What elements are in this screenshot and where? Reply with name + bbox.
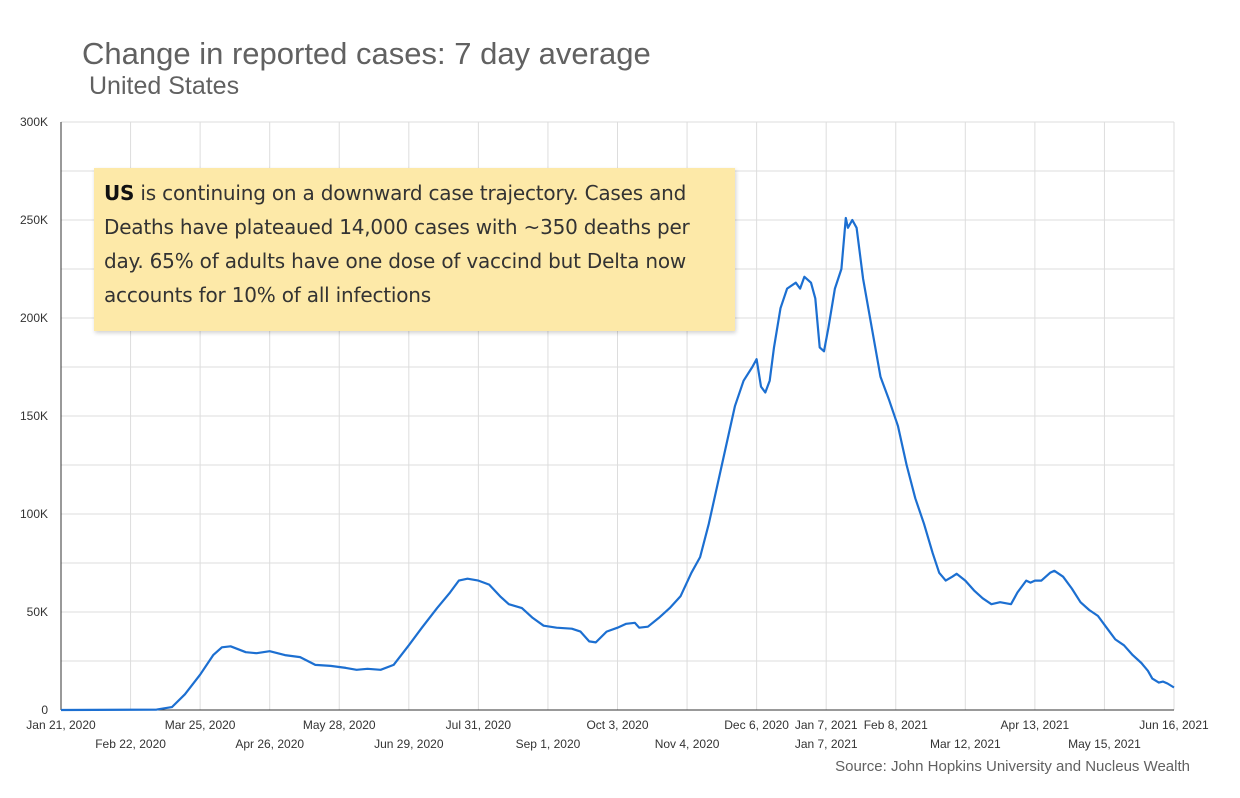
y-tick-label: 0 [41,703,48,717]
x-tick-label: Jan 7, 2021 [795,718,858,732]
x-tick-label: May 28, 2020 [303,718,376,732]
y-tick-label: 250K [20,213,48,227]
x-tick-label: Oct 3, 2020 [586,718,648,732]
x-tick-label: Dec 6, 2020 [724,718,789,732]
chart-title: Change in reported cases: 7 day average [82,36,651,71]
x-tick-label: Feb 8, 2021 [864,718,928,732]
x-tick-label: Jun 16, 2021 [1139,718,1209,732]
annotation-text: is continuing on a downward case traject… [104,181,690,307]
series-line [60,216,1175,712]
x-tick-label: Apr 13, 2021 [1001,718,1070,732]
y-tick-label: 200K [20,311,48,325]
x-tick-label: Apr 26, 2020 [235,737,304,751]
chart-subtitle: United States [89,72,240,100]
y-tick-label: 50K [27,605,48,619]
source-caption: Source: John Hopkins University and Nucl… [835,758,1190,775]
x-tick-label: Nov 4, 2020 [655,737,720,751]
x-tick-label: Jan 7, 2021 [795,737,858,751]
x-tick-label: Sep 1, 2020 [516,737,581,751]
y-tick-label: 100K [20,507,48,521]
annotation-note: US is continuing on a downward case traj… [94,168,735,331]
x-tick-label: Jan 21, 2020 [26,718,96,732]
x-tick-label: Feb 22, 2020 [95,737,166,751]
y-tick-label: 150K [20,409,48,423]
x-tick-label: Jul 31, 2020 [446,718,512,732]
annotation-highlight: US [104,181,135,205]
y-tick-label: 300K [20,115,48,129]
x-tick-label: Mar 25, 2020 [165,718,236,732]
x-tick-label: May 15, 2021 [1068,737,1141,751]
x-tick-label: Jun 29, 2020 [374,737,444,751]
x-tick-label: Mar 12, 2021 [930,737,1001,751]
